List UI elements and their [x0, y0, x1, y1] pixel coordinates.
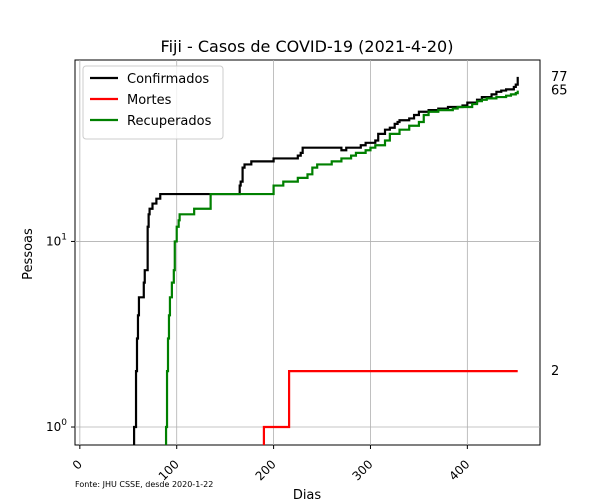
y-tick-label: 101 [46, 232, 67, 248]
x-tick-label: 200 [253, 457, 279, 483]
series-lines [132, 76, 519, 445]
legend-label: Confirmados [127, 72, 209, 87]
end-value-label: 77 [551, 70, 568, 85]
end-value-label: 65 [551, 84, 568, 99]
series-line-mortes [262, 370, 518, 445]
x-axis: 0 100 200 300 400 [70, 445, 472, 483]
end-value-label: 2 [551, 364, 559, 379]
y-grid [75, 241, 540, 428]
y-tick-label: 100 [46, 418, 67, 434]
plot-area [74, 59, 541, 446]
plot-frame [74, 59, 541, 446]
legend-label: Mortes [127, 93, 172, 108]
x-tick-label: 300 [349, 457, 375, 483]
x-axis-label: Dias [293, 488, 322, 500]
y-axis: 100 101 [46, 232, 75, 434]
legend-label: Recuperados [127, 114, 212, 129]
x-tick-label: 400 [446, 457, 472, 483]
series-line-recuperados [164, 90, 519, 445]
chart-title: Fiji - Casos de COVID-19 (2021-4-20) [161, 37, 454, 56]
y-axis-label: Pessoas [21, 228, 36, 280]
x-tick-label: 0 [70, 457, 85, 472]
legend: Confirmados Mortes Recuperados [82, 65, 224, 140]
source-note: Fonte: JHU CSSE, desde 2020-1-22 [75, 480, 213, 489]
